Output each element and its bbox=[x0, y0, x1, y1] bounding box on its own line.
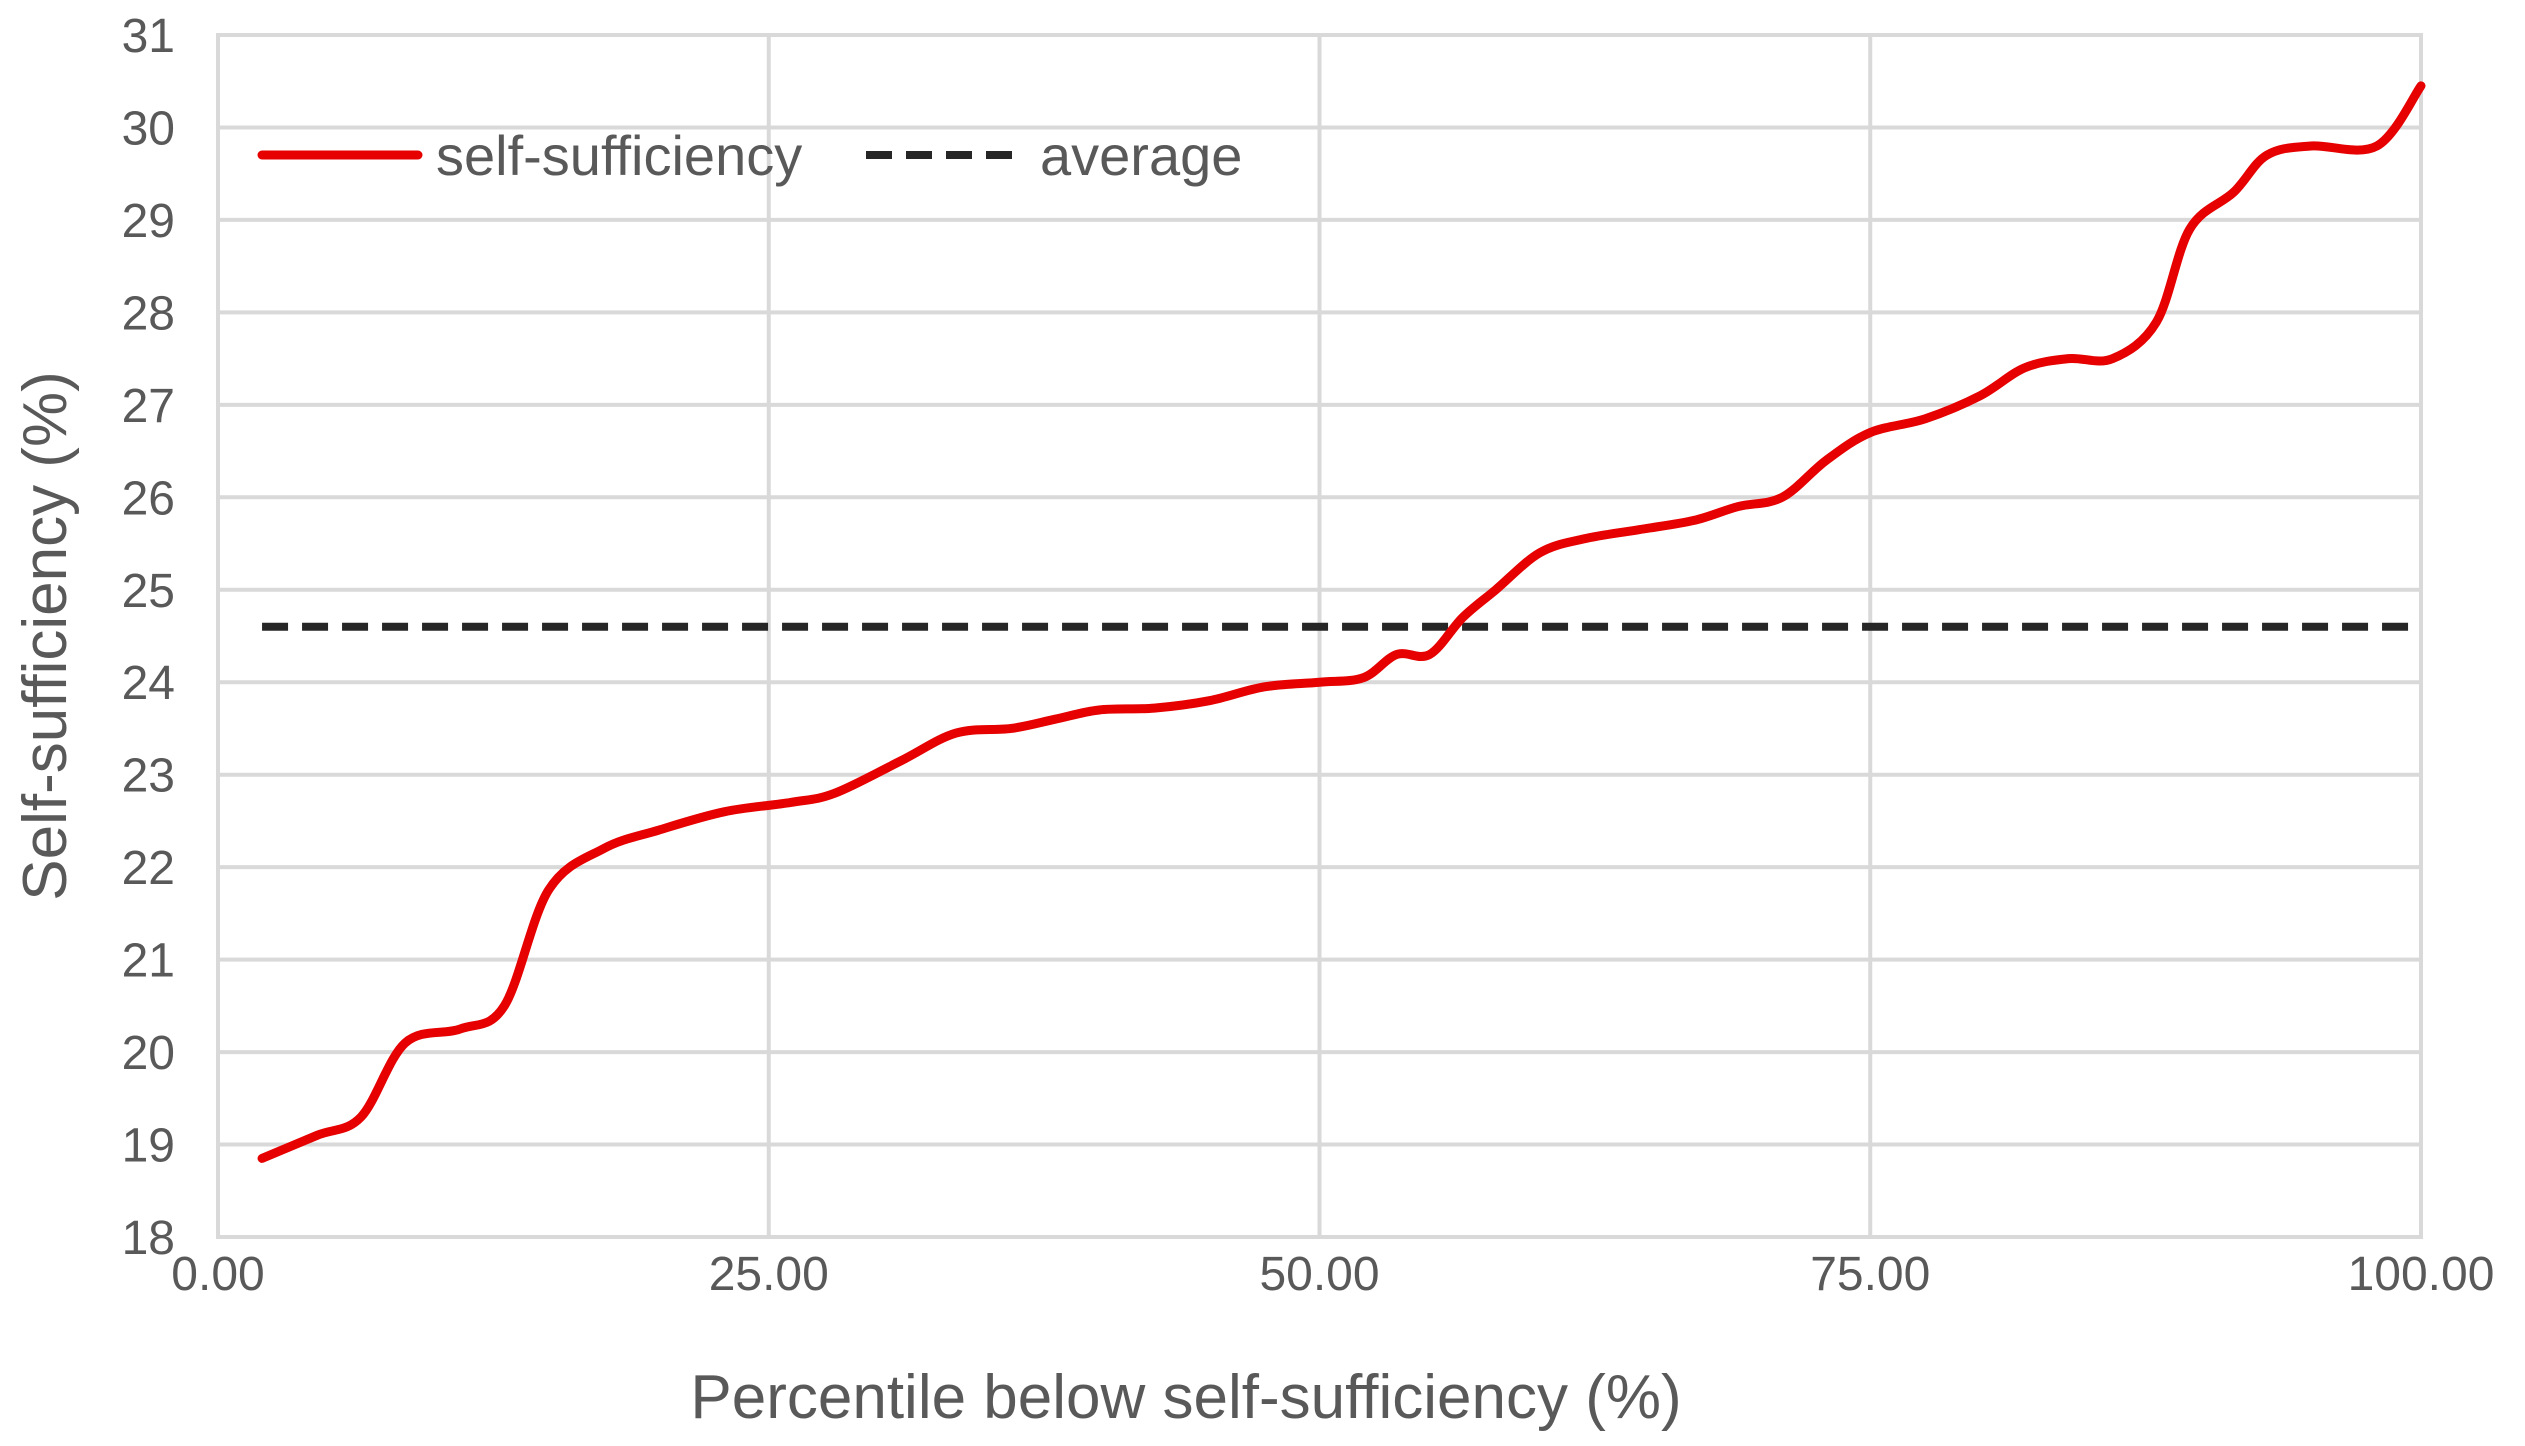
y-tick-label: 29 bbox=[122, 195, 175, 248]
series-layer bbox=[257, 81, 2426, 1163]
y-tick-label: 24 bbox=[122, 657, 175, 710]
y-tick-label: 27 bbox=[122, 380, 175, 433]
x-tick-label: 50.00 bbox=[1259, 1248, 1379, 1301]
y-tick-label: 26 bbox=[122, 472, 175, 525]
y-tick-label: 25 bbox=[122, 565, 175, 618]
x-axis-title: Percentile below self-sufficiency (%) bbox=[690, 1363, 1681, 1432]
y-tick-label: 19 bbox=[122, 1120, 175, 1173]
horizontal-gridlines bbox=[218, 125, 2421, 1147]
x-tick-label: 0.00 bbox=[171, 1248, 264, 1301]
y-axis-tick-labels: 18 19 20 21 22 23 24 25 26 27 28 29 30 31 bbox=[122, 10, 175, 1265]
y-axis-title: Self-sufficiency (%) bbox=[11, 371, 80, 900]
x-tick-label: 25.00 bbox=[709, 1248, 829, 1301]
y-tick-label: 28 bbox=[122, 287, 175, 340]
legend: self-sufficiency average bbox=[257, 124, 1242, 187]
x-tick-label: 75.00 bbox=[1810, 1248, 1930, 1301]
legend-label-self-sufficiency: self-sufficiency bbox=[436, 124, 802, 187]
y-tick-label: 23 bbox=[122, 750, 175, 803]
series-line-self-sufficiency bbox=[257, 81, 2426, 1163]
x-tick-label: 100.00 bbox=[2348, 1248, 2495, 1301]
y-tick-label: 21 bbox=[122, 935, 175, 988]
y-tick-label: 20 bbox=[122, 1027, 175, 1080]
x-axis-tick-labels: 0.00 25.00 50.00 75.00 100.00 bbox=[171, 1248, 2494, 1301]
vertical-gridlines bbox=[766, 35, 1873, 1237]
y-tick-label: 22 bbox=[122, 842, 175, 895]
y-tick-label: 18 bbox=[122, 1212, 175, 1265]
legend-label-average: average bbox=[1040, 124, 1242, 187]
y-tick-label: 30 bbox=[122, 102, 175, 155]
y-tick-label: 31 bbox=[122, 10, 175, 63]
